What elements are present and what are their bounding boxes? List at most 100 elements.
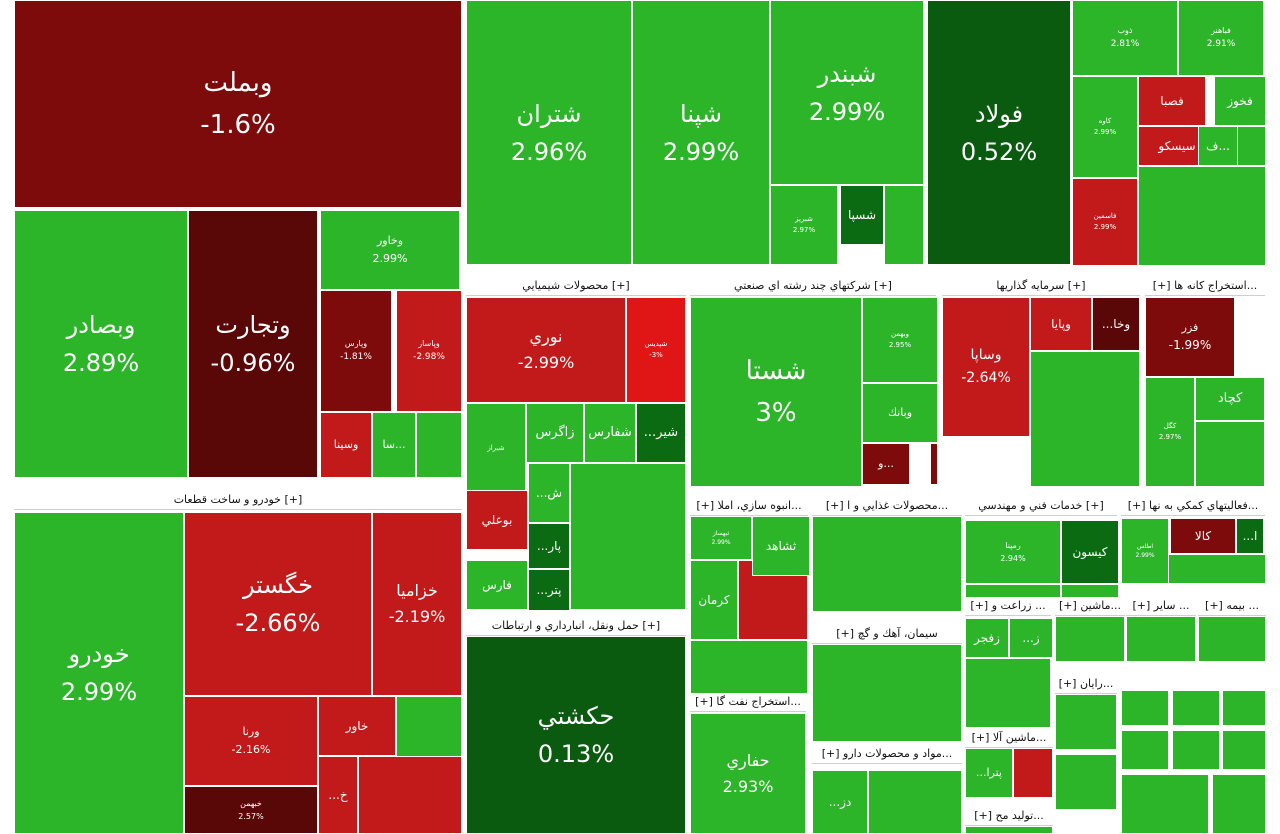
stock-tile[interactable]: كاوه 2.99% xyxy=(1072,76,1138,178)
stock-tile[interactable]: خگستر -2.66% xyxy=(184,512,372,696)
stock-tile[interactable]: شسپا xyxy=(840,185,884,245)
stock-tile[interactable]: كچاد xyxy=(1195,377,1265,421)
sector-header[interactable]: [+] استخراج نفت گا... xyxy=(690,694,806,712)
stock-tile[interactable]: ...وخا xyxy=(1092,297,1140,351)
stock-tile[interactable]: فارس xyxy=(466,560,528,610)
stock-tile[interactable]: وبهمن 2.95% xyxy=(862,297,938,383)
stock-tile[interactable]: شستا 3% xyxy=(690,297,862,487)
stock-tile[interactable]: زاگرس xyxy=(526,403,584,463)
stock-tile[interactable]: شبريز 2.97% xyxy=(770,185,838,265)
sector-header[interactable]: سرمايه گذاريها [+] xyxy=(942,278,1140,296)
stock-symbol: ...ش xyxy=(535,485,563,500)
stock-change: -1.81% xyxy=(340,351,372,362)
stock-tile[interactable]: كالا xyxy=(1170,518,1236,554)
treemap-cell xyxy=(868,770,962,834)
stock-tile[interactable]: ...پار xyxy=(528,523,570,569)
sector-header[interactable]: شركتهاي چند رشته اي صنعتي [+] xyxy=(690,278,936,296)
stock-tile[interactable]: خودرو 2.99% xyxy=(14,512,184,834)
stock-tile[interactable]: فولاد 0.52% xyxy=(927,0,1071,265)
stock-tile[interactable]: ورنا -2.16% xyxy=(184,696,318,786)
stock-symbol: ثشاهد xyxy=(765,538,797,553)
treemap-cell xyxy=(812,516,962,612)
stock-tile[interactable]: حفاري 2.93% xyxy=(690,713,806,834)
stock-symbol: ...ز xyxy=(1022,630,1040,645)
stock-tile[interactable]: ...ا xyxy=(1236,518,1264,554)
stock-tile[interactable]: خاور xyxy=(318,696,396,756)
stock-tile[interactable]: شبندر 2.99% xyxy=(770,0,924,185)
stock-tile[interactable]: وبانك xyxy=(862,383,938,443)
stock-symbol: شبريز xyxy=(795,215,813,224)
stock-tile[interactable]: فخوز xyxy=(1214,76,1266,126)
sector-header[interactable]: [+] فعاليتهاي كمكي به نها... xyxy=(1121,498,1265,516)
sector-header[interactable]: حمل ونقل، انبارداري و ارتباطات [+] xyxy=(466,618,686,636)
sector-header[interactable]: [+] توليد مح... xyxy=(965,808,1053,826)
stock-tile[interactable]: وخاور 2.99% xyxy=(320,210,460,290)
sector-header[interactable]: [+] استخراج كانه ها... xyxy=(1145,278,1265,296)
stock-tile[interactable]: وساپا -2.64% xyxy=(942,297,1030,437)
stock-tile[interactable]: ...پترا xyxy=(965,748,1013,798)
sector-header[interactable]: [+] سيمان، آهك و گچ xyxy=(812,626,962,644)
stock-tile[interactable]: زفجر xyxy=(965,618,1009,658)
sector-header[interactable]: خودرو و ساخت قطعات [+] xyxy=(14,492,462,510)
stock-symbol: ...ا xyxy=(1242,528,1258,543)
stock-tile[interactable]: شتران 2.96% xyxy=(466,0,632,265)
treemap-cell xyxy=(1222,690,1266,726)
stock-tile[interactable]: ...پتر xyxy=(528,569,570,611)
stock-tile[interactable]: رمپنا 2.94% xyxy=(965,520,1061,584)
sector-header[interactable]: [+] ماشين آلا... xyxy=(965,730,1053,748)
stock-tile[interactable]: شفارس xyxy=(584,403,636,463)
sector-header[interactable]: [+] رايان... xyxy=(1055,676,1117,694)
stock-tile[interactable]: بوعلي xyxy=(466,490,528,550)
stock-tile[interactable]: ف... xyxy=(1198,126,1238,166)
stock-tile[interactable]: كگل 2.97% xyxy=(1145,377,1195,487)
stock-tile[interactable]: نوري -2.99% xyxy=(466,297,626,403)
stock-tile[interactable]: وتجارت -0.96% xyxy=(188,210,318,478)
sector-header[interactable]: [+] ساير ... xyxy=(1126,598,1196,616)
stock-tile[interactable]: خزاميا -2.19% xyxy=(372,512,462,696)
sector-header[interactable]: [+] مواد و محصولات دارو... xyxy=(812,746,962,764)
stock-tile[interactable]: ...خ xyxy=(318,756,358,834)
stock-tile[interactable]: ثبهساز 2.99% xyxy=(690,516,752,560)
sector-header[interactable]: [+] بيمه ... xyxy=(1198,598,1266,616)
stock-tile[interactable]: وسينا xyxy=(320,412,372,478)
stock-tile[interactable]: شپنا 2.99% xyxy=(632,0,770,265)
stock-tile[interactable]: كرمان xyxy=(690,560,738,640)
sector-header[interactable]: خدمات فني و مهندسي [+] xyxy=(965,498,1117,516)
treemap-cell xyxy=(1055,616,1125,662)
stock-tile[interactable]: ذوب 2.81% xyxy=(1072,0,1178,76)
stock-tile[interactable]: فصبا xyxy=(1138,76,1206,126)
stock-tile[interactable]: كيسون xyxy=(1061,520,1119,584)
stock-tile[interactable]: ...شير xyxy=(636,403,686,463)
stock-tile[interactable]: فاسمين 2.99% xyxy=(1072,178,1138,266)
stock-change: -0.96% xyxy=(210,349,296,377)
stock-tile[interactable]: ...ش xyxy=(528,463,570,523)
stock-tile[interactable]: اطلس 2.99% xyxy=(1121,518,1169,584)
stock-tile[interactable]: و... xyxy=(862,443,910,485)
stock-tile[interactable]: سا... xyxy=(372,412,416,478)
stock-symbol: شسپا xyxy=(847,207,877,222)
stock-tile[interactable]: فباهنر 2.91% xyxy=(1178,0,1264,76)
stock-tile[interactable]: وپايا xyxy=(1030,297,1092,351)
treemap-cell xyxy=(1172,730,1220,770)
stock-tile[interactable]: ثشاهد xyxy=(752,516,810,576)
stock-tile[interactable]: وپارس -1.81% xyxy=(320,290,392,412)
sector-header[interactable]: [+] انبوه سازي، املا... xyxy=(690,498,808,516)
stock-tile[interactable]: شپديس -3% xyxy=(626,297,686,403)
sector-header[interactable]: [+] محصولات غذايي و ا... xyxy=(812,498,962,516)
sector-header[interactable]: [+] زراعت و ... xyxy=(965,598,1051,616)
stock-tile[interactable]: وبصادر 2.89% xyxy=(14,210,188,478)
treemap-cell xyxy=(930,443,938,485)
stock-change: -3% xyxy=(649,351,663,359)
stock-tile[interactable]: وبملت -1.6% xyxy=(14,0,462,208)
sector-header[interactable]: [+] ماشين... xyxy=(1055,598,1125,616)
stock-tile[interactable]: ...دز xyxy=(812,770,868,834)
stock-tile[interactable]: شيراز xyxy=(466,403,526,493)
stock-tile[interactable]: خبهمن 2.57% xyxy=(184,786,318,834)
stock-tile[interactable]: وپاسار -2.98% xyxy=(396,290,462,412)
stock-tile[interactable]: ...ز xyxy=(1009,618,1053,658)
stock-tile[interactable]: حكشتي 0.13% xyxy=(466,636,686,834)
treemap-cell xyxy=(570,463,686,610)
treemap-cell xyxy=(1172,690,1220,726)
stock-tile[interactable]: فزر -1.99% xyxy=(1145,297,1235,377)
sector-header[interactable]: محصولات شيميايي [+] xyxy=(466,278,686,296)
